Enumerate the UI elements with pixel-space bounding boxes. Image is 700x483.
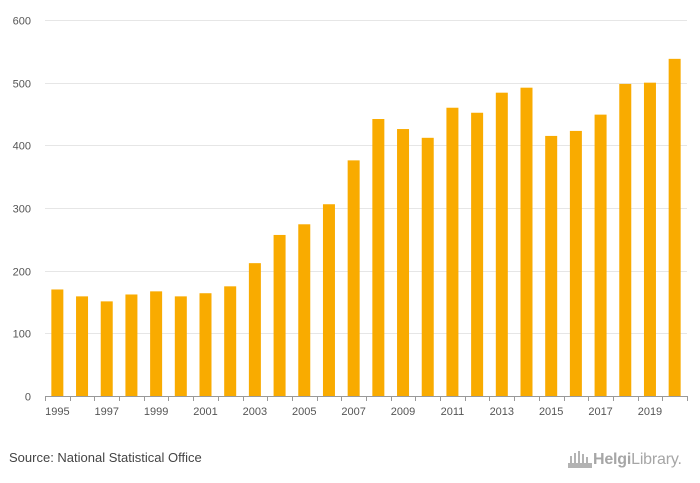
bar-2005 (298, 224, 311, 396)
bar-2009 (397, 129, 410, 397)
y-tick-label: 400 (13, 141, 31, 153)
grid-lines (45, 20, 687, 334)
y-tick-label: 600 (13, 16, 31, 28)
bar-2018 (619, 83, 632, 397)
bar-1996 (76, 296, 89, 396)
y-tick-label: 200 (13, 267, 31, 279)
bar-2007 (347, 160, 360, 396)
bar-2008 (372, 119, 385, 396)
bar-2010 (421, 137, 434, 396)
y-tick-label: 100 (13, 329, 31, 341)
bar-1998 (125, 294, 138, 396)
x-tick-label-1997: 1997 (94, 406, 118, 418)
y-axis-labels: 0 100 200 300 400 500 600 (13, 16, 31, 404)
y-tick-label: 0 (25, 392, 31, 404)
bar-2015 (545, 135, 558, 396)
x-tick-label-2005: 2005 (292, 406, 316, 418)
x-tick-label-2017: 2017 (588, 406, 612, 418)
bar-2019 (643, 82, 656, 397)
helgi-library-logo: HelgiLibrary. (567, 448, 682, 472)
logo-word-library: Library (631, 451, 678, 468)
bar-2011 (446, 107, 459, 396)
bar-1999 (150, 291, 163, 396)
bar-2012 (471, 112, 484, 396)
bar-2004 (273, 234, 286, 396)
source-note: Source: National Statistical Office (9, 450, 202, 465)
bar-1995 (51, 289, 64, 396)
bar-2013 (495, 92, 508, 396)
x-tick-label-2009: 2009 (391, 406, 415, 418)
bar-2014 (520, 87, 533, 397)
bar-2001 (199, 293, 212, 396)
bar-2020 (668, 58, 681, 396)
logo-dot: . (677, 451, 682, 468)
x-tick-label-2019: 2019 (638, 406, 662, 418)
x-tick-label-1995: 1995 (45, 406, 69, 418)
x-axis-labels: 1995 1997 1999 2001 2003 2005 2007 2009 2011 2013… (45, 406, 662, 418)
bar-2000 (174, 296, 187, 396)
x-tick-label-2001: 2001 (193, 406, 217, 418)
x-tick-label-2007: 2007 (341, 406, 365, 418)
x-tick-label-2011: 2011 (441, 406, 465, 418)
x-tick-label-2013: 2013 (490, 406, 514, 418)
bar-2016 (569, 130, 582, 397)
x-tick-label-2015: 2015 (539, 406, 563, 418)
y-tick-label: 500 (13, 79, 31, 91)
x-tick-label-1999: 1999 (144, 406, 168, 418)
bar-2002 (224, 286, 237, 396)
x-axis-ticks (45, 396, 688, 401)
bar-2003 (248, 263, 261, 396)
logo-wordmark: HelgiLibrary. (593, 451, 682, 469)
bar-2017 (594, 114, 607, 396)
x-tick-label-2003: 2003 (243, 406, 267, 418)
bar-2006 (322, 204, 335, 396)
library-building-icon (568, 451, 592, 468)
logo-word-helgi: Helgi (593, 451, 632, 468)
y-tick-label: 300 (13, 204, 31, 216)
bars (51, 58, 681, 397)
bar-1997 (100, 301, 113, 396)
